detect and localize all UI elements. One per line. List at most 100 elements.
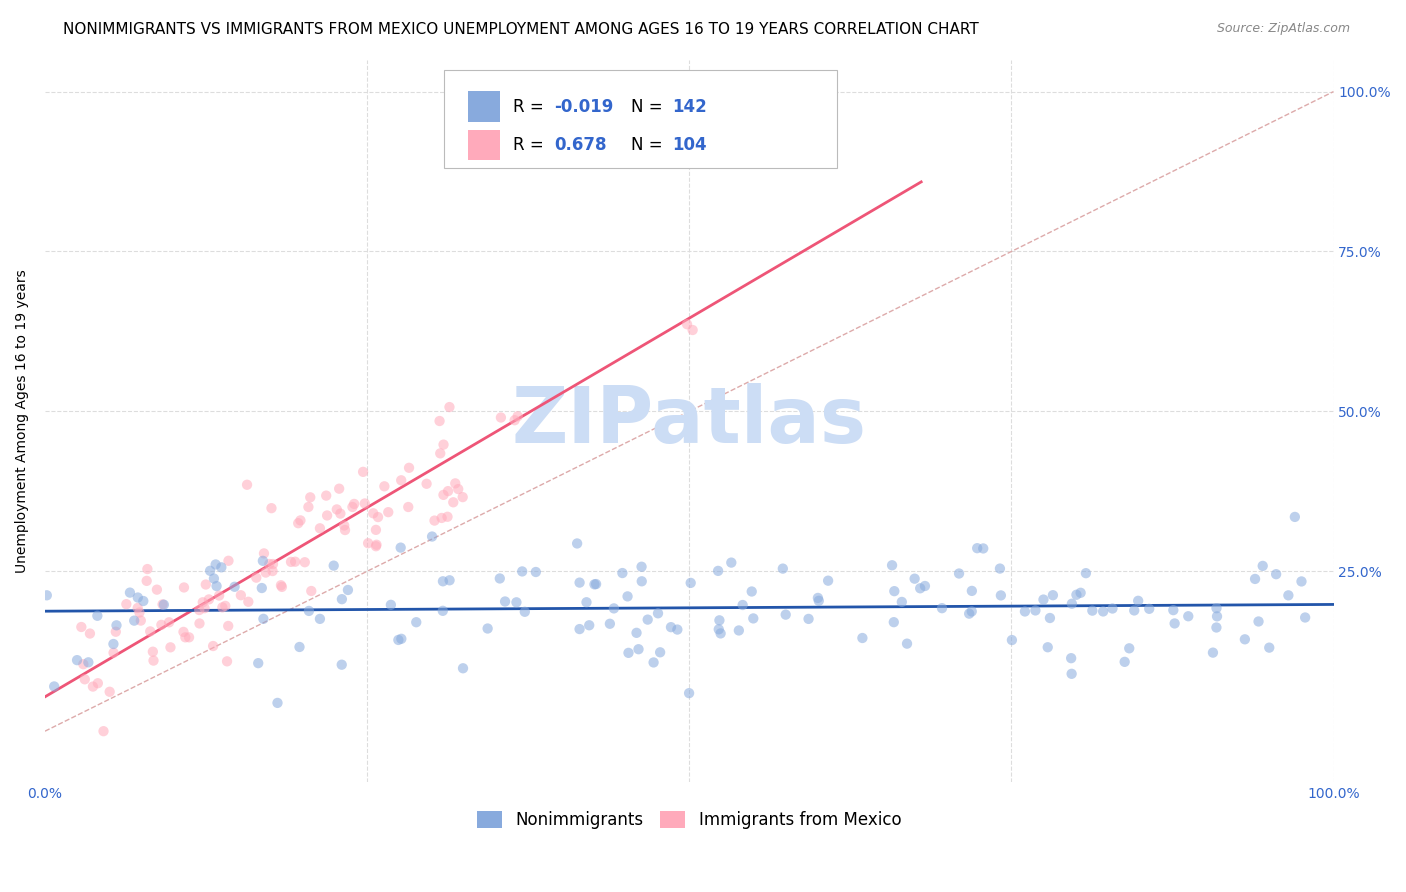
Point xyxy=(174,631,197,645)
Point xyxy=(807,591,830,605)
Point xyxy=(396,500,419,514)
Point xyxy=(707,564,730,578)
Text: NONIMMIGRANTS VS IMMIGRANTS FROM MEXICO UNEMPLOYMENT AMONG AGES 16 TO 19 YEARS C: NONIMMIGRANTS VS IMMIGRANTS FROM MEXICO … xyxy=(63,22,979,37)
Point xyxy=(333,523,356,537)
Point xyxy=(290,513,312,527)
Point xyxy=(215,654,238,668)
Point xyxy=(1032,592,1054,607)
Point xyxy=(1284,510,1306,524)
Point xyxy=(1206,609,1229,624)
Point xyxy=(330,657,353,672)
Point xyxy=(288,640,311,654)
Point xyxy=(432,604,454,618)
Point xyxy=(914,579,936,593)
Point xyxy=(153,598,176,612)
Point xyxy=(505,595,527,609)
Point xyxy=(1039,611,1062,625)
Point xyxy=(908,582,931,596)
Text: Source: ZipAtlas.com: Source: ZipAtlas.com xyxy=(1216,22,1350,36)
Point xyxy=(1123,603,1146,617)
Point xyxy=(157,615,180,630)
Point xyxy=(73,673,96,687)
Point xyxy=(389,632,412,646)
Legend: Nonimmigrants, Immigrants from Mexico: Nonimmigrants, Immigrants from Mexico xyxy=(471,804,908,836)
Point xyxy=(66,653,89,667)
Point xyxy=(957,607,980,621)
Point xyxy=(86,608,108,623)
Point xyxy=(436,509,458,524)
Point xyxy=(309,521,332,535)
Point xyxy=(817,574,839,588)
Point xyxy=(439,400,461,414)
Text: N =: N = xyxy=(631,136,668,154)
Point xyxy=(284,555,307,569)
Point xyxy=(637,613,659,627)
Point xyxy=(1177,609,1199,624)
Point xyxy=(437,484,460,499)
Point xyxy=(1042,588,1064,602)
FancyBboxPatch shape xyxy=(468,91,499,121)
Point xyxy=(266,696,288,710)
Point xyxy=(328,482,350,496)
Point xyxy=(250,581,273,595)
Point xyxy=(616,590,638,604)
Point xyxy=(477,622,499,636)
Point xyxy=(70,620,93,634)
Point xyxy=(1118,641,1140,656)
Point xyxy=(1244,572,1267,586)
Point xyxy=(775,607,797,622)
Point xyxy=(441,495,464,509)
Point xyxy=(612,566,634,580)
Point xyxy=(1114,655,1136,669)
Point xyxy=(494,594,516,608)
Point xyxy=(1101,601,1123,615)
Point xyxy=(316,508,339,523)
Point xyxy=(136,562,159,576)
Point xyxy=(506,409,529,424)
Point xyxy=(380,598,402,612)
Point xyxy=(387,632,409,647)
Point xyxy=(1074,566,1097,581)
Point xyxy=(208,589,231,603)
Point xyxy=(336,582,359,597)
Point xyxy=(510,565,533,579)
Point xyxy=(35,588,58,602)
Point xyxy=(352,465,374,479)
Point xyxy=(851,631,873,645)
Point xyxy=(707,623,730,637)
Point xyxy=(367,510,389,524)
Point xyxy=(439,574,461,588)
Point xyxy=(797,612,820,626)
Text: R =: R = xyxy=(513,97,548,116)
Point xyxy=(103,646,125,660)
Y-axis label: Unemployment Among Ages 16 to 19 years: Unemployment Among Ages 16 to 19 years xyxy=(15,269,30,573)
Point xyxy=(271,580,294,594)
Point xyxy=(298,604,321,618)
Point xyxy=(682,323,704,337)
Text: N =: N = xyxy=(631,97,668,116)
Point xyxy=(659,620,682,634)
Point xyxy=(254,566,277,580)
Point xyxy=(1233,632,1256,647)
Point xyxy=(1092,604,1115,618)
Point xyxy=(366,538,388,552)
Point xyxy=(115,597,138,611)
Text: 142: 142 xyxy=(672,97,707,116)
Point xyxy=(1128,594,1150,608)
Point xyxy=(807,594,830,608)
Point xyxy=(389,541,412,555)
Point xyxy=(676,318,699,332)
Point xyxy=(432,574,454,589)
Point xyxy=(1024,603,1046,617)
Point xyxy=(565,536,588,550)
Point xyxy=(990,588,1012,602)
Point xyxy=(1163,603,1185,617)
Text: -0.019: -0.019 xyxy=(554,97,613,116)
Point xyxy=(503,413,526,427)
Point xyxy=(568,622,591,636)
Point xyxy=(630,559,652,574)
Point xyxy=(489,410,512,425)
Point xyxy=(364,539,387,553)
Point xyxy=(236,477,259,491)
Point xyxy=(524,565,547,579)
